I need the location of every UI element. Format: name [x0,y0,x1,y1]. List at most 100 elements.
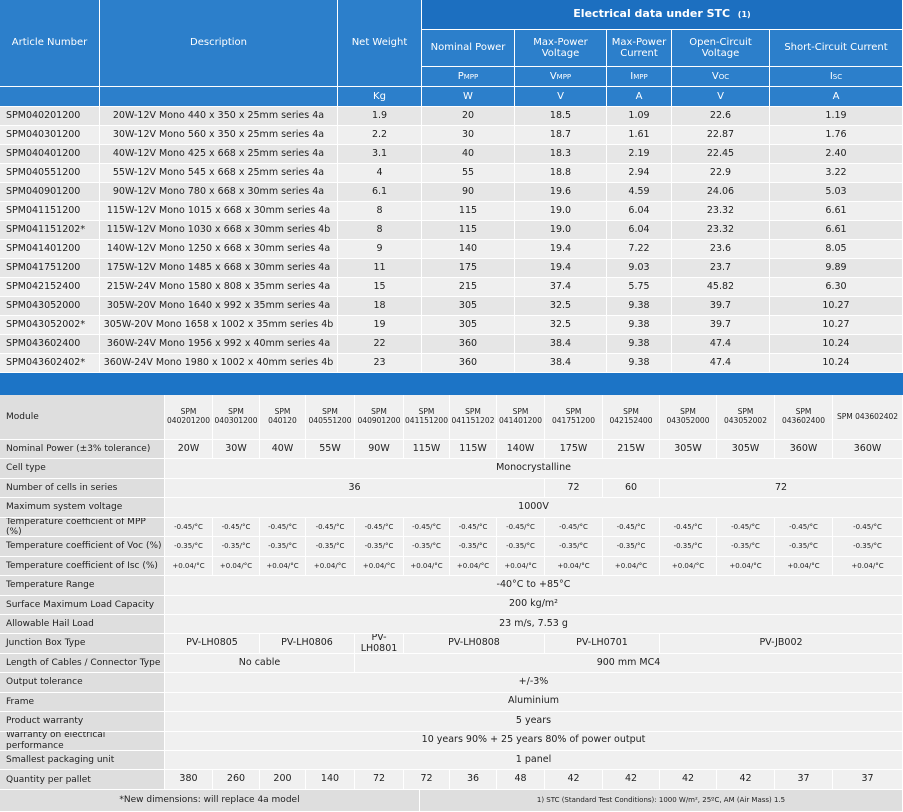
table-cell: 9.89 [770,259,903,278]
spec-cell: +0.04/°C [775,556,833,577]
table-cell: 4 [338,164,422,183]
article-number: SPM041401200 [0,240,100,259]
module-header: SPM 040120 [260,395,306,440]
table-cell: 18 [338,297,422,316]
spec-cell: +0.04/°C [603,556,660,577]
module-header: SPM 043602402 [833,395,903,440]
module-header: SPM 040901200 [355,395,404,440]
spec-cell: 175W [545,440,603,460]
table-cell: 6.04 [607,221,672,240]
spec-cell: PV-LH0806 [260,634,355,654]
spec-cell: 36 [450,770,497,790]
table-cell: 22.6 [672,107,770,126]
spec-cell: -0.35/°C [497,537,545,557]
module-header: SPM 043602400 [775,395,833,440]
spec-cell: +0.04/°C [404,556,450,577]
module-header: SPM 042152400 [603,395,660,440]
article-number: SPM040401200 [0,145,100,164]
unit-blank [0,87,100,107]
table-cell: 18.3 [515,145,607,164]
spec-cell: +/-3% [165,673,903,693]
spec-cell: 360W [775,440,833,460]
spec-cell: 20W [165,440,213,460]
table-cell: 20 [422,107,515,126]
spec-cell: 23 m/s, 7.53 g [165,614,903,635]
article-number: SPM042152400 [0,278,100,297]
spec-cell: 72 [404,770,450,790]
table-cell: 19.6 [515,183,607,202]
table-cell: 7.22 [607,240,672,259]
spec-cell: 10 years 90% + 25 years 80% of power out… [165,731,903,752]
table-cell: 39.7 [672,297,770,316]
row-label: Temperature Range [0,576,165,596]
row-label: Nominal Power (±3% tolerance) [0,440,165,460]
table-cell: 9.38 [607,354,672,373]
row-label: Temperature coefficient of MPP (%) [0,517,165,538]
spec-cell: 60 [603,478,660,499]
article-number: SPM040201200 [0,107,100,126]
spec-cell: -0.35/°C [355,537,404,557]
table-cell: 19.4 [515,240,607,259]
symbol: Voc [672,67,770,87]
unit: A [770,87,903,107]
table-cell: 55W-12V Mono 545 x 668 x 25mm series 4a [100,164,338,183]
group-header: Electrical data under STC (1) [422,0,903,30]
spec-cell: PV-LH0801 [355,634,404,654]
spec-cell: +0.04/°C [306,556,355,577]
table-cell: 9 [338,240,422,259]
spec-cell: 200 [260,770,306,790]
column-header: Short-Circuit Current [770,30,903,67]
table-cell: 22.9 [672,164,770,183]
row-label: Surface Maximum Load Capacity [0,595,165,615]
table-cell: 5.03 [770,183,903,202]
spec-cell: 40W [260,440,306,460]
table-cell: 23.7 [672,259,770,278]
table-cell: 19.4 [515,259,607,278]
spec-cell: 42 [717,770,775,790]
spec-cell: 200 kg/m² [165,595,903,615]
spec-cell: 380 [165,770,213,790]
symbol: Pmpp [422,67,515,87]
footnote: 1) STC (Standard Test Conditions): 1000 … [420,789,903,812]
unit: A [607,87,672,107]
unit-blank [100,87,338,107]
table-cell: 115 [422,202,515,221]
spec-cell: -40°C to +85°C [165,576,903,596]
spec-cell: -0.35/°C [165,537,213,557]
table-cell: 55 [422,164,515,183]
spec-cell: 115W [450,440,497,460]
table-cell: 6.1 [338,183,422,202]
article-number: SPM040301200 [0,126,100,145]
spec-cell: 140W [497,440,545,460]
table-cell: 19 [338,316,422,335]
spec-cell: +0.04/°C [165,556,213,577]
unit: Kg [338,87,422,107]
symbol: Impp [607,67,672,87]
table-cell: 10.27 [770,316,903,335]
table-cell: 2.40 [770,145,903,164]
table-cell: 5.75 [607,278,672,297]
table-cell: 30W-12V Mono 560 x 350 x 25mm series 4a [100,126,338,145]
spec-cell: +0.04/°C [450,556,497,577]
spec-cell: 30W [213,440,260,460]
footnote: *New dimensions: will replace 4a model [0,789,420,812]
spec-cell: 305W [660,440,717,460]
table-cell: 18.8 [515,164,607,183]
spec-cell: 72 [545,478,603,499]
spec-cell: -0.35/°C [213,537,260,557]
spec-cell: -0.35/°C [306,537,355,557]
column-header: Description [100,0,338,87]
column-header: Article Number [0,0,100,87]
table-cell: 22.87 [672,126,770,145]
table-cell: 1.61 [607,126,672,145]
row-label: Length of Cables / Connector Type [0,653,165,674]
spec-cell: 1 panel [165,751,903,771]
spec-cell: 5 years [165,712,903,732]
spec-cell: 360W [833,440,903,460]
spec-cell: -0.35/°C [717,537,775,557]
table-cell: 115W-12V Mono 1015 x 668 x 30mm series 4… [100,202,338,221]
spec-cell: -0.45/°C [497,517,545,538]
spec-cell: 42 [603,770,660,790]
spec-cell: -0.45/°C [260,517,306,538]
spec-cell: -0.45/°C [213,517,260,538]
